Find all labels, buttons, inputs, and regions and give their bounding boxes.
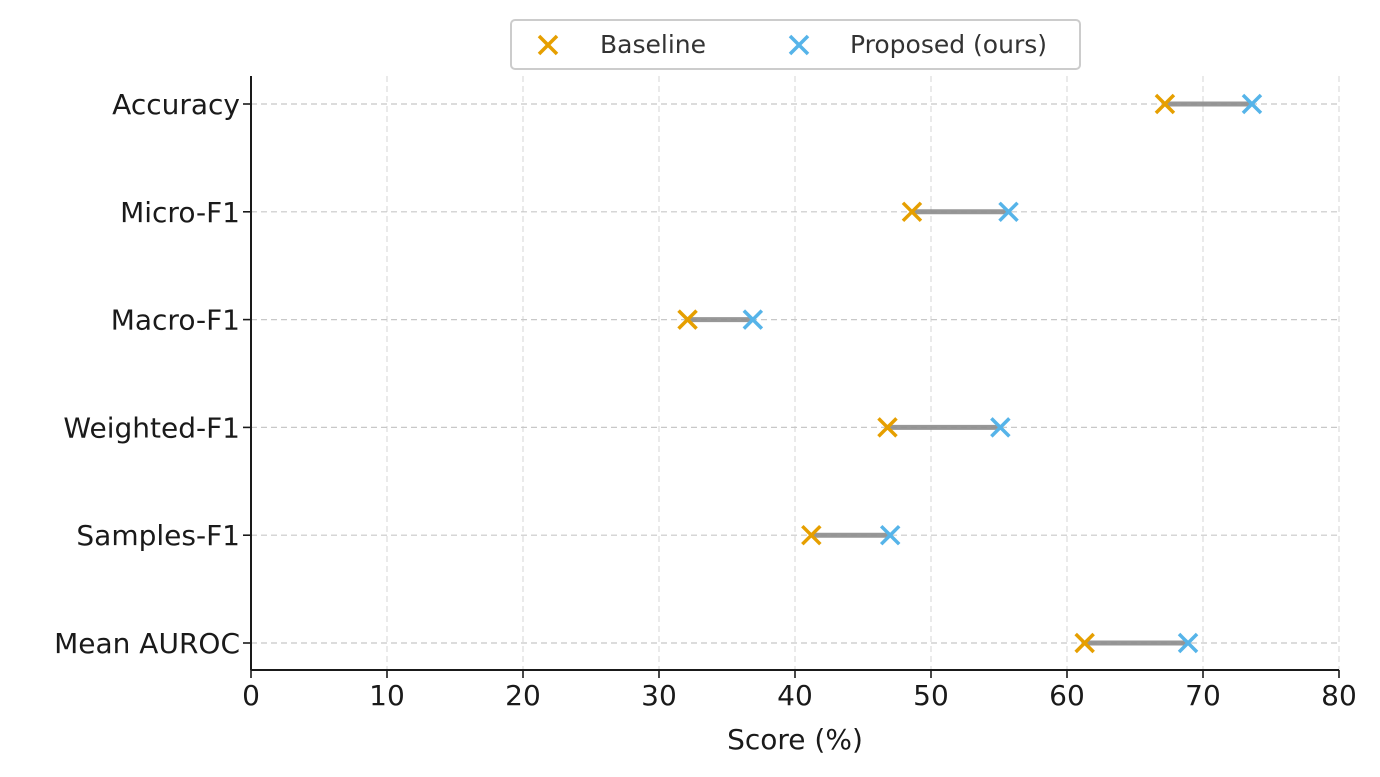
baseline-marker bbox=[677, 309, 698, 330]
proposed-marker bbox=[742, 309, 764, 330]
y-tick-label: Macro-F1 bbox=[111, 304, 240, 337]
x-tick-label: 30 bbox=[641, 679, 677, 712]
proposed-marker bbox=[1177, 632, 1199, 654]
y-tick-label: Samples-F1 bbox=[76, 519, 240, 552]
y-ticks: Accuracy Micro-F1 Macro-F1 Weighted-F1 Sampl… bbox=[54, 88, 251, 660]
proposed-marker bbox=[998, 201, 1019, 223]
legend-marker bbox=[537, 34, 559, 56]
x-tick-label: 0 bbox=[242, 679, 260, 712]
y-tick-label: Weighted-F1 bbox=[63, 411, 240, 444]
x-tick-label: 60 bbox=[1049, 679, 1085, 712]
baseline-marker bbox=[901, 201, 923, 223]
y-tick-label: Mean AUROC bbox=[54, 627, 240, 660]
baseline-marker bbox=[1154, 93, 1176, 115]
legend: Baseline Proposed (ours) bbox=[510, 19, 1081, 70]
connector-lines bbox=[687, 101, 1252, 646]
y-tick-label: Accuracy bbox=[112, 88, 240, 121]
data-markers bbox=[677, 93, 1263, 654]
legend-label: Baseline bbox=[600, 30, 706, 59]
legend-item: Proposed (ours) bbox=[788, 30, 1047, 59]
legend-box bbox=[510, 19, 1081, 70]
grid-lines bbox=[251, 76, 1340, 670]
baseline-marker bbox=[801, 524, 822, 546]
proposed-marker bbox=[990, 417, 1011, 438]
x-tick-label: 50 bbox=[913, 679, 949, 712]
x-tick-label: 70 bbox=[1185, 679, 1221, 712]
legend-item: Baseline bbox=[537, 30, 706, 59]
proposed-marker bbox=[879, 524, 901, 546]
baseline-marker bbox=[877, 417, 898, 438]
x-tick-label: 20 bbox=[505, 679, 541, 712]
baseline-marker bbox=[1074, 632, 1095, 654]
y-tick-label: Micro-F1 bbox=[120, 196, 240, 229]
x-tick-label: 10 bbox=[369, 679, 405, 712]
x-axis-title: Score (%) bbox=[727, 723, 863, 756]
x-tick-label: 40 bbox=[777, 679, 813, 712]
legend-marker bbox=[788, 34, 810, 56]
x-ticks: 0 10 20 30 40 50 60 70 80 bbox=[242, 670, 1357, 712]
legend-label: Proposed (ours) bbox=[850, 30, 1047, 59]
proposed-marker bbox=[1241, 93, 1263, 115]
x-tick-label: 80 bbox=[1321, 679, 1357, 712]
